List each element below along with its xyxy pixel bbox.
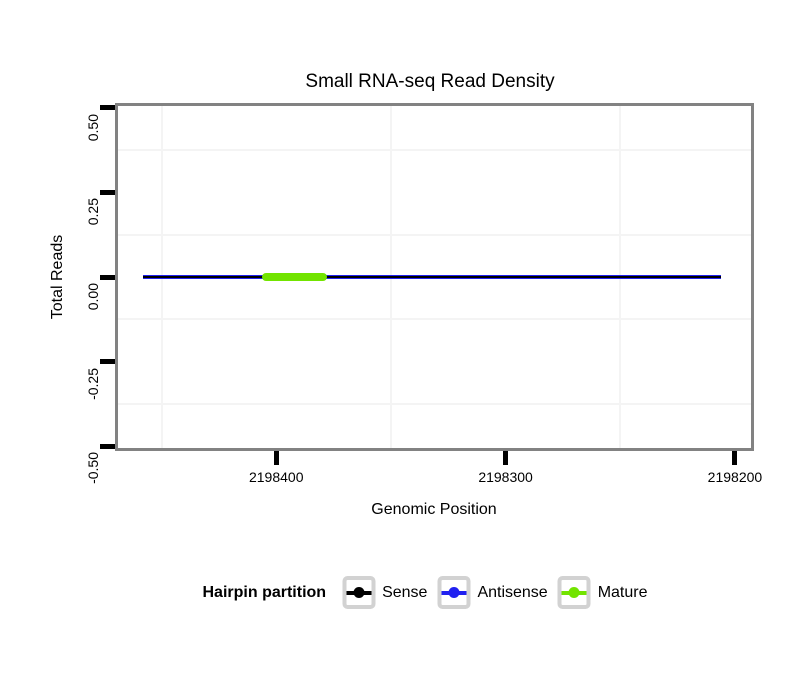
y-tick-label: 0.50 bbox=[85, 113, 101, 141]
y-tick-label: 0.25 bbox=[85, 198, 101, 226]
y-tick-label: -0.50 bbox=[85, 452, 101, 485]
legend-key-dot bbox=[568, 587, 580, 598]
minor-gridline-y bbox=[118, 402, 751, 405]
plot-panel bbox=[115, 103, 754, 451]
minor-gridline-y bbox=[118, 233, 751, 236]
y-tick-label: -0.25 bbox=[85, 367, 101, 400]
chart-title: Small RNA-seq Read Density bbox=[305, 71, 555, 92]
legend-item-antisense: Antisense bbox=[437, 576, 548, 609]
y-tick-mark bbox=[100, 359, 115, 365]
x-tick-mark bbox=[273, 451, 279, 465]
minor-gridline-y bbox=[118, 149, 751, 152]
legend-label: Sense bbox=[382, 583, 428, 601]
series-segment-mature bbox=[262, 273, 327, 281]
legend-label: Mature bbox=[597, 583, 648, 601]
y-tick-mark bbox=[100, 274, 115, 280]
y-tick-mark bbox=[100, 105, 115, 111]
legend-items: Sense Antisense Mature bbox=[342, 576, 657, 609]
legend-label: Antisense bbox=[477, 583, 548, 601]
series-segment-sense bbox=[143, 276, 722, 278]
y-axis-title: Total Reads bbox=[49, 234, 66, 320]
x-axis-title: Genomic Position bbox=[371, 501, 497, 518]
legend: Hairpin partition Sense Antisense Mature bbox=[203, 576, 658, 609]
legend-key-antisense bbox=[437, 576, 471, 609]
x-tick-label: 2198200 bbox=[707, 469, 763, 485]
y-tick-mark bbox=[100, 189, 115, 195]
legend-key-mature bbox=[557, 576, 591, 609]
legend-title: Hairpin partition bbox=[202, 583, 327, 601]
legend-key-dot bbox=[448, 587, 460, 598]
x-tick-mark bbox=[732, 451, 738, 465]
data-series bbox=[118, 106, 751, 448]
x-tick-label: 2198400 bbox=[248, 469, 304, 485]
legend-key-sense bbox=[342, 576, 376, 609]
y-tick-mark bbox=[100, 443, 115, 449]
minor-gridline-y bbox=[118, 318, 751, 321]
legend-key-dot bbox=[353, 587, 365, 598]
y-tick-label: 0.00 bbox=[85, 283, 101, 311]
legend-item-sense: Sense bbox=[342, 576, 427, 609]
x-tick-mark bbox=[503, 451, 509, 465]
x-tick-label: 2198300 bbox=[478, 469, 533, 485]
legend-item-mature: Mature bbox=[557, 576, 648, 609]
